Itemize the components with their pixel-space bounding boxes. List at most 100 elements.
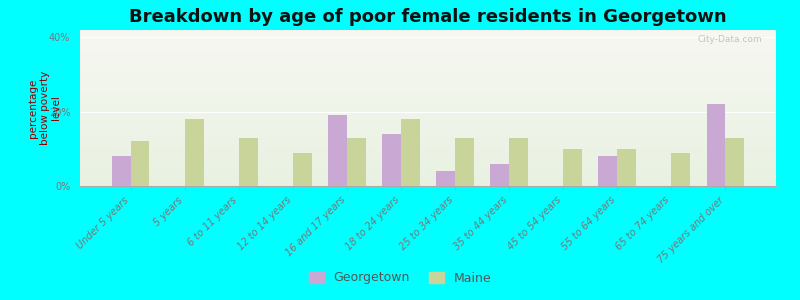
Bar <box>706 104 726 186</box>
Bar <box>455 138 474 186</box>
Bar <box>80 55 776 56</box>
Bar <box>80 175 776 177</box>
Bar <box>80 94 776 95</box>
Bar <box>80 100 776 102</box>
Bar <box>80 58 776 60</box>
Y-axis label: percentage
below poverty
level: percentage below poverty level <box>28 71 62 145</box>
Bar <box>80 160 776 161</box>
Bar <box>80 47 776 49</box>
Bar <box>80 184 776 186</box>
Bar <box>293 153 312 186</box>
Bar <box>80 95 776 97</box>
Bar <box>490 164 509 186</box>
Bar <box>80 173 776 175</box>
Bar <box>80 30 776 31</box>
Bar <box>80 183 776 184</box>
Bar <box>80 38 776 39</box>
Bar <box>80 111 776 113</box>
Bar <box>80 156 776 158</box>
Bar <box>80 68 776 69</box>
Bar <box>80 35 776 36</box>
Bar <box>80 121 776 122</box>
Bar <box>80 125 776 127</box>
Bar <box>80 172 776 173</box>
Bar <box>80 72 776 74</box>
Bar <box>80 64 776 66</box>
Bar <box>80 146 776 147</box>
Legend: Georgetown, Maine: Georgetown, Maine <box>302 265 498 291</box>
Bar <box>80 169 776 170</box>
Bar <box>80 110 776 111</box>
Bar <box>80 141 776 142</box>
Bar <box>80 88 776 89</box>
Bar <box>80 50 776 52</box>
Bar <box>80 166 776 167</box>
Bar <box>80 114 776 116</box>
Bar <box>238 138 258 186</box>
Bar <box>80 103 776 105</box>
Bar <box>726 138 744 186</box>
Bar <box>80 77 776 78</box>
Bar <box>80 53 776 55</box>
Bar <box>80 147 776 148</box>
Bar <box>80 80 776 82</box>
Bar <box>80 150 776 152</box>
Bar <box>80 117 776 119</box>
Bar <box>80 32 776 33</box>
Bar <box>80 39 776 41</box>
Bar <box>80 142 776 144</box>
Bar <box>80 69 776 70</box>
Bar <box>80 61 776 63</box>
Bar <box>80 41 776 43</box>
Bar <box>130 141 150 186</box>
Bar <box>347 138 366 186</box>
Bar <box>80 97 776 99</box>
Bar <box>80 113 776 114</box>
Bar <box>80 180 776 181</box>
Bar <box>185 119 203 186</box>
Bar <box>618 149 636 186</box>
Bar <box>80 43 776 44</box>
Bar <box>80 60 776 61</box>
Bar <box>80 63 776 64</box>
Bar <box>80 139 776 141</box>
Bar <box>112 156 130 186</box>
Bar <box>80 152 776 153</box>
Bar <box>80 102 776 103</box>
Title: Breakdown by age of poor female residents in Georgetown: Breakdown by age of poor female resident… <box>129 8 727 26</box>
Bar <box>80 148 776 150</box>
Bar <box>80 131 776 133</box>
Bar <box>563 149 582 186</box>
Bar <box>671 153 690 186</box>
Bar <box>80 130 776 131</box>
Bar <box>382 134 401 186</box>
Bar <box>80 136 776 138</box>
Bar <box>80 138 776 139</box>
Bar <box>80 177 776 178</box>
Bar <box>328 116 347 186</box>
Bar <box>80 46 776 47</box>
Bar <box>80 122 776 124</box>
Text: City-Data.com: City-Data.com <box>698 35 762 44</box>
Bar <box>509 138 528 186</box>
Bar <box>80 74 776 75</box>
Bar <box>80 128 776 130</box>
Bar <box>598 156 618 186</box>
Bar <box>80 153 776 155</box>
Bar <box>80 127 776 128</box>
Bar <box>80 66 776 68</box>
Bar <box>80 133 776 134</box>
Bar <box>80 178 776 180</box>
Bar <box>80 91 776 92</box>
Bar <box>80 70 776 72</box>
Bar <box>80 164 776 166</box>
Bar <box>80 44 776 46</box>
Bar <box>80 119 776 121</box>
Bar <box>436 171 455 186</box>
Bar <box>80 89 776 91</box>
Bar <box>80 49 776 50</box>
Bar <box>80 78 776 80</box>
Bar <box>80 181 776 183</box>
Bar <box>80 36 776 38</box>
Bar <box>80 167 776 169</box>
